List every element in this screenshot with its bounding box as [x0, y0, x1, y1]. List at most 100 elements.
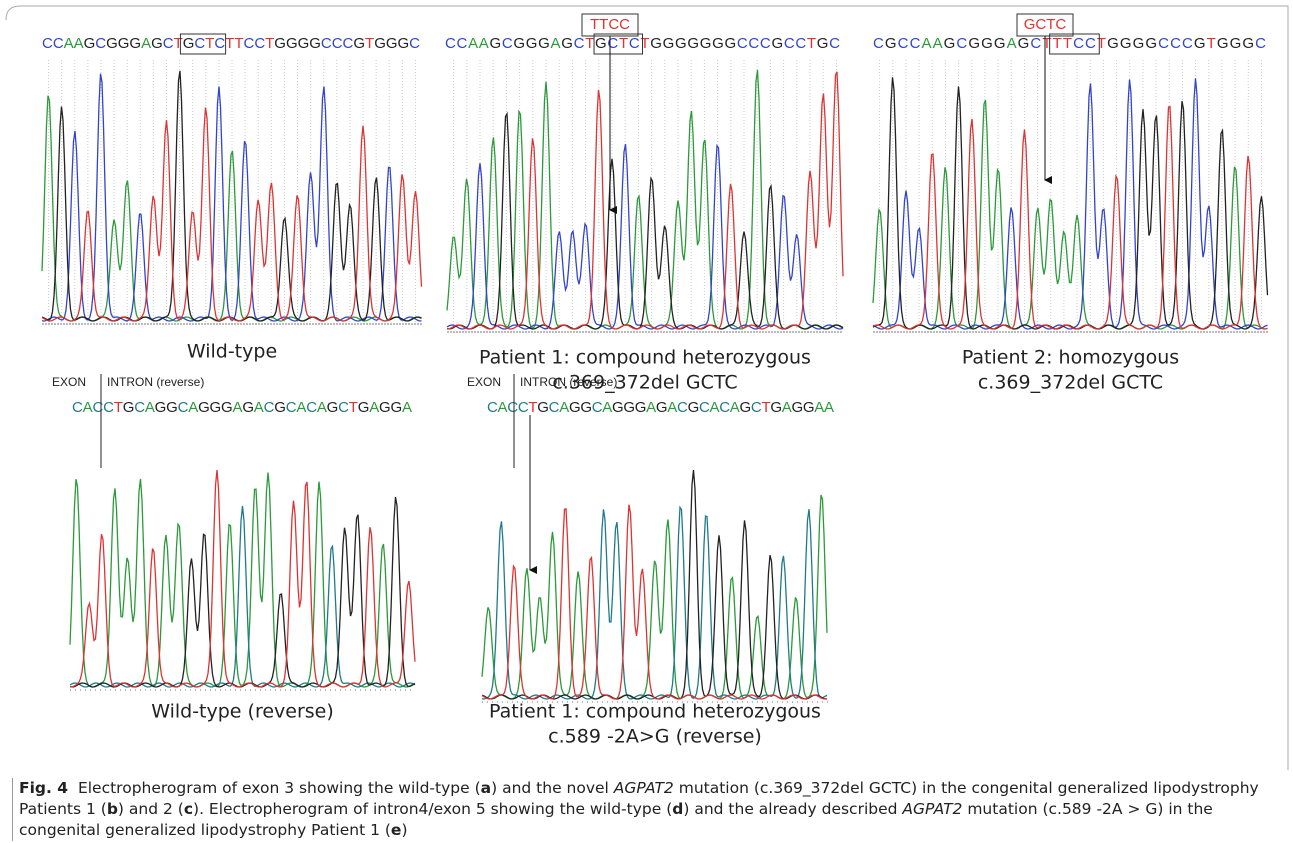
base: G	[612, 399, 624, 416]
intron-label: INTRON (reverse)	[520, 375, 617, 389]
base: G	[981, 35, 993, 52]
base: C	[956, 35, 967, 52]
base: C	[134, 399, 145, 416]
base-sequence: CACCTGCAGGCAGGGAGACGCACAGCTGAGGAA	[487, 399, 834, 416]
base: T	[205, 35, 214, 52]
base: C	[306, 399, 317, 416]
base: G	[885, 35, 897, 52]
base: G	[675, 35, 687, 52]
base: C	[53, 35, 64, 52]
base: A	[317, 399, 327, 416]
base: C	[507, 399, 518, 416]
base: C	[1073, 35, 1084, 52]
base: G	[656, 399, 668, 416]
base: G	[1217, 35, 1229, 52]
base: A	[730, 399, 740, 416]
trace	[482, 507, 827, 699]
base: G	[166, 399, 178, 416]
base: C	[92, 399, 103, 416]
base: T	[365, 35, 374, 52]
base: G	[210, 399, 222, 416]
base: C	[72, 399, 83, 416]
panel-caption: Wild-type	[187, 341, 277, 363]
base: C	[321, 35, 332, 52]
base: T	[349, 399, 358, 416]
base: G	[724, 35, 736, 52]
base: A	[933, 35, 943, 52]
base: G	[309, 35, 321, 52]
base: G	[1242, 35, 1254, 52]
base: G	[1194, 35, 1206, 52]
base: T	[585, 35, 594, 52]
base: G	[740, 399, 752, 416]
base: T	[1097, 35, 1106, 52]
base: A	[922, 35, 932, 52]
base: C	[760, 35, 771, 52]
base: C	[1085, 35, 1096, 52]
base: T	[1207, 35, 1216, 52]
base: G	[490, 35, 502, 52]
base: A	[782, 399, 792, 416]
base: C	[95, 35, 106, 52]
base: C	[629, 35, 640, 52]
base: C	[254, 35, 265, 52]
base: T	[265, 35, 274, 52]
panel-caption: Patient 1: compound heterozygous	[479, 347, 811, 369]
base: A	[824, 399, 834, 416]
base: G	[358, 399, 370, 416]
base: G	[327, 399, 339, 416]
base: C	[737, 35, 748, 52]
base: C	[502, 35, 513, 52]
panel-caption: c.589 -2A>G (reverse)	[548, 726, 762, 748]
base: G	[374, 35, 386, 52]
base: C	[751, 399, 762, 416]
base: A	[232, 399, 242, 416]
base: G	[118, 35, 130, 52]
caption-label: Fig. 4	[19, 779, 68, 797]
caption-text: ) and the already described	[683, 800, 902, 818]
base: G	[183, 35, 195, 52]
caption-text: AGPAT2	[614, 779, 674, 797]
base: C	[457, 35, 468, 52]
base: C	[332, 35, 343, 52]
exon-label: EXON	[52, 375, 86, 389]
base: T	[225, 35, 234, 52]
trace	[482, 505, 827, 699]
base: A	[814, 399, 824, 416]
caption-text: AGPAT2	[902, 800, 962, 818]
base: C	[795, 35, 806, 52]
base: C	[898, 35, 909, 52]
panel-caption: Wild-type (reverse)	[151, 701, 334, 723]
base: A	[1007, 35, 1017, 52]
base: C	[264, 399, 275, 416]
base: T	[1042, 35, 1051, 52]
base: T	[174, 35, 183, 52]
intron-label: INTRON (reverse)	[107, 375, 204, 389]
base: C	[592, 399, 603, 416]
base: T	[1053, 35, 1062, 52]
base: C	[42, 35, 53, 52]
base: C	[873, 35, 884, 52]
base: G	[1133, 35, 1145, 52]
base: C	[699, 399, 710, 416]
caption-text: c	[184, 800, 193, 818]
base: C	[214, 35, 225, 52]
base: C	[518, 399, 529, 416]
base: G	[379, 399, 391, 416]
base: G	[537, 399, 549, 416]
base: A	[402, 399, 412, 416]
base: A	[254, 399, 264, 416]
base: C	[829, 35, 840, 52]
base: A	[710, 399, 720, 416]
base: G	[1107, 35, 1119, 52]
base: G	[274, 35, 286, 52]
base: C	[343, 35, 354, 52]
base: A	[369, 399, 379, 416]
base: G	[595, 35, 607, 52]
base: G	[561, 35, 573, 52]
base: A	[83, 399, 93, 416]
base: A	[667, 399, 677, 416]
page: {"panels": [ {"sequence": "CCAAGCGGGAGCT…	[0, 0, 1293, 843]
panel-caption: Patient 2: homozygous	[962, 347, 1179, 369]
base: G	[1230, 35, 1242, 52]
